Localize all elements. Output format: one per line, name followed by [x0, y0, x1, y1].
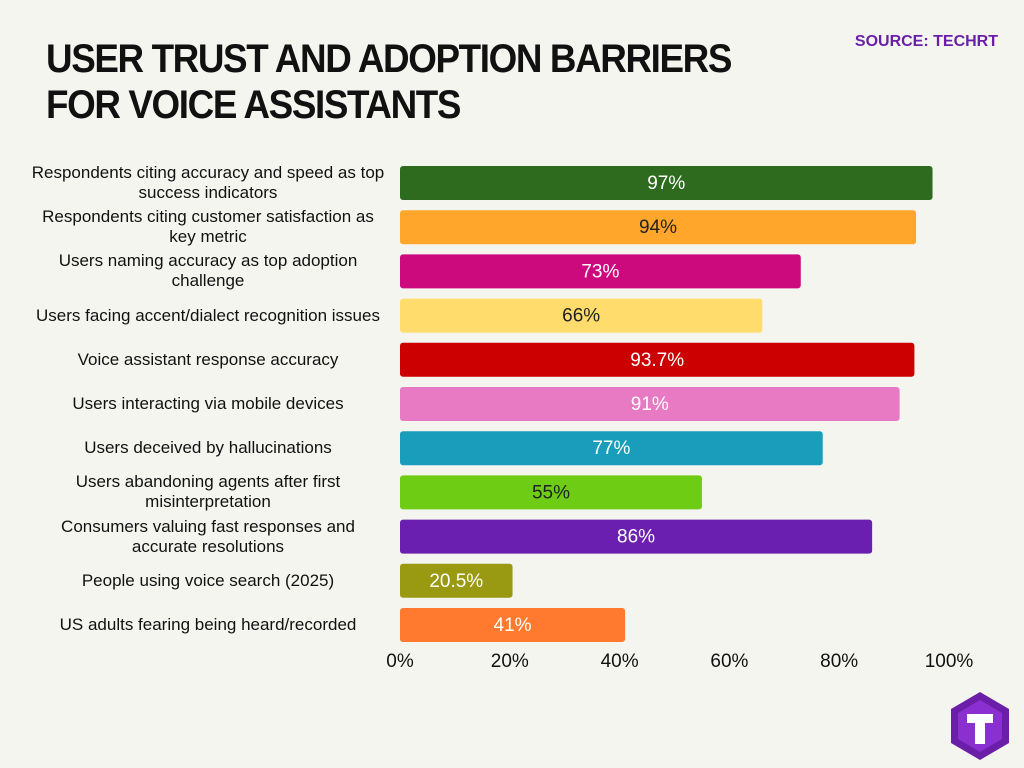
source: SOURCE: TECHRT — [854, 33, 998, 50]
x-tick-label: 80% — [820, 651, 858, 672]
bar — [400, 210, 917, 245]
x-tick-label: 40% — [601, 651, 639, 672]
category-label: Users abandoning agents after first misi… — [75, 472, 341, 512]
value-label: 41% — [494, 615, 532, 636]
value-label: 73% — [581, 261, 619, 282]
value-label: 97% — [647, 173, 685, 194]
bar — [400, 342, 915, 377]
bar — [400, 563, 513, 598]
bar — [400, 475, 702, 510]
value-label: 77% — [592, 438, 630, 459]
category-label: Voice assistant response accuracy — [77, 349, 339, 369]
logo — [951, 692, 1009, 760]
chart-title: USER TRUST AND ADOPTION BARRIERS FOR VOI… — [46, 37, 732, 127]
bar — [400, 254, 801, 289]
bar — [400, 519, 873, 554]
category-label: People using voice search (2025) — [81, 570, 335, 590]
value-label: 94% — [639, 217, 677, 238]
category-label: Respondents citing customer satisfaction… — [42, 207, 374, 247]
value-label: 91% — [631, 394, 669, 415]
x-tick-label: 0% — [386, 651, 414, 672]
bar — [400, 166, 933, 200]
category-label: Respondents citing accuracy and speed as… — [31, 163, 385, 202]
bar — [400, 608, 626, 642]
value-label: 66% — [562, 306, 600, 327]
category-label: Users facing accent/dialect recognition … — [36, 305, 380, 325]
category-label: US adults fearing being heard/recorded — [59, 615, 357, 634]
value-label: 20.5% — [429, 571, 483, 592]
x-tick-label: 20% — [491, 651, 529, 672]
x-tick-label: 100% — [925, 651, 974, 672]
value-label: 55% — [532, 482, 570, 503]
bar — [400, 387, 900, 421]
bar — [400, 431, 823, 466]
category-label: Users deceived by hallucinations — [84, 438, 332, 458]
category-label: Users naming accuracy as top adoption ch… — [58, 251, 358, 291]
category-label: Consumers valuing fast responses and acc… — [61, 516, 355, 556]
x-tick-label: 60% — [710, 651, 748, 672]
category-label: Users interacting via mobile devices — [72, 394, 344, 413]
value-label: 93.7% — [630, 350, 684, 371]
value-label: 86% — [617, 527, 655, 548]
bar — [400, 298, 763, 333]
